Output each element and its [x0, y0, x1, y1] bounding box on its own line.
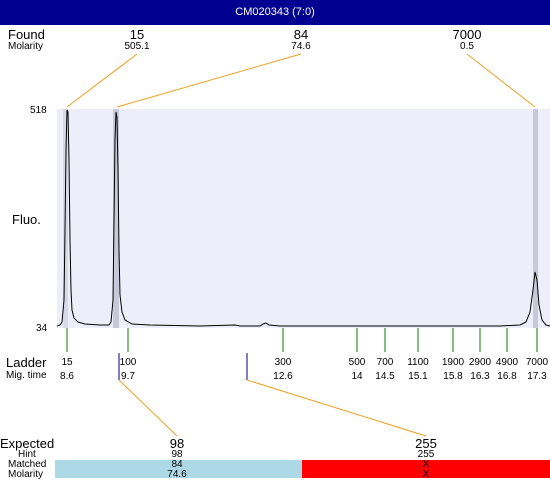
y-axis-min-label: 34 [36, 323, 48, 334]
found-connector-line [466, 53, 536, 108]
found-peak-size: 15 [129, 27, 145, 42]
ladder-time: 9.7 [121, 371, 135, 382]
ladder-time: 16.3 [470, 371, 490, 382]
ladder-size: 2900 [468, 357, 492, 368]
mig-time-label: Mig. time [6, 370, 47, 381]
y-axis-label: Fluo. [12, 212, 41, 227]
peak-band [533, 109, 538, 328]
expected-label: Expected [0, 436, 55, 451]
expected-connector-line [246, 379, 427, 437]
ladder-time: 15.1 [408, 371, 428, 382]
ladder-size: 300 [274, 357, 292, 368]
ladder-time: 12.6 [273, 371, 293, 382]
ladder-size: 1100 [407, 357, 429, 368]
found-connector-line [66, 53, 138, 108]
plot-background [57, 109, 550, 328]
ladder-size: 4900 [495, 357, 519, 368]
found-molarity-label: Molarity [8, 41, 44, 52]
found-connector-line [116, 53, 302, 108]
expected-size: 98 [169, 436, 185, 451]
window-title: CM020343 (7:0) [235, 6, 315, 18]
hint-value: 255 [417, 449, 435, 460]
ladder-size: 100 [119, 357, 137, 368]
ladder-time: 8.6 [60, 371, 74, 382]
found-peak-size: 7000 [452, 27, 482, 42]
hint-label: Hint [18, 449, 36, 460]
matched-value: 84 [171, 459, 183, 470]
matched-value: X [422, 459, 430, 470]
expected-size: 255 [415, 436, 437, 451]
ladder-ticks [66, 328, 538, 352]
hint-value: 98 [171, 449, 183, 460]
found-peak-molarity: 74.6 [291, 41, 311, 52]
molarity-value: 74.6 [167, 469, 187, 480]
ladder-label: Ladder [6, 355, 47, 370]
expected-connector-line [118, 379, 178, 437]
matched-label: Matched [8, 459, 47, 470]
ladder-time: 15.8 [443, 371, 463, 382]
found-label: Found [8, 27, 45, 42]
ladder-time: 17.3 [527, 371, 547, 382]
ladder-size: 500 [348, 357, 366, 368]
found-peak-size: 84 [293, 27, 309, 42]
ladder-time: 14 [351, 371, 363, 382]
ladder-time: 16.8 [497, 371, 517, 382]
unmatched-bar [302, 460, 550, 478]
ladder-size: 7000 [525, 357, 549, 368]
matched-bar [55, 460, 302, 478]
ladder-time: 14.5 [375, 371, 395, 382]
ladder-size: 1900 [441, 357, 465, 368]
window-title-bar: CM020343 (7:0) [0, 0, 550, 25]
y-axis-max-label: 518 [30, 105, 47, 116]
peak-band [113, 109, 119, 328]
molarity-label: Molarity [8, 469, 44, 480]
ladder-size: 700 [376, 357, 394, 368]
ladder-size: 15 [61, 357, 73, 368]
found-peak-molarity: 505.1 [124, 41, 150, 52]
electropherogram-trace [56, 109, 550, 327]
found-peak-molarity: 0.5 [460, 41, 474, 52]
molarity-value: X [422, 469, 430, 480]
